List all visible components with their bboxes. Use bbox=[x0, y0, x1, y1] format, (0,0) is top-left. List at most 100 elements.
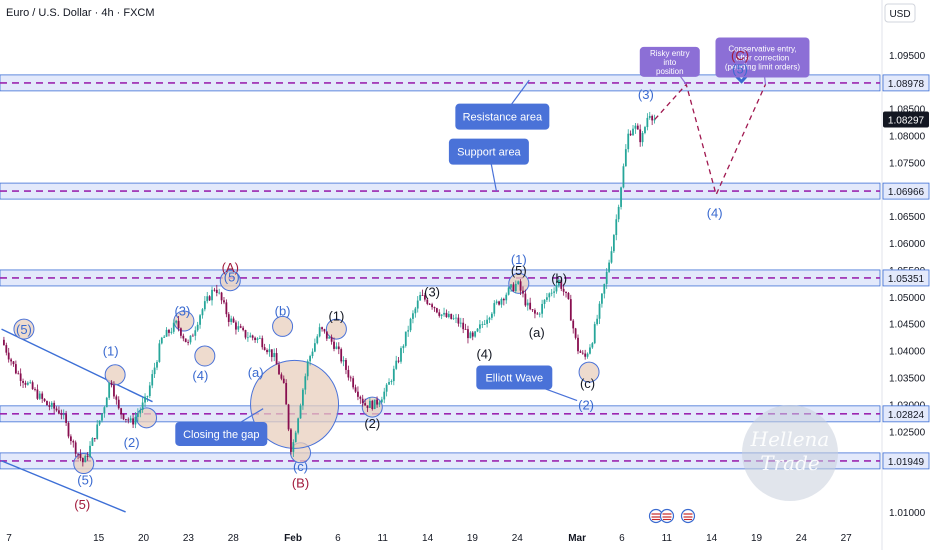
level-price-label: 1.01949 bbox=[888, 457, 925, 468]
candle-body bbox=[409, 318, 412, 331]
us-flag-icon[interactable] bbox=[659, 508, 675, 524]
wave-label: (1) bbox=[511, 252, 527, 267]
candle-body bbox=[536, 313, 539, 315]
time-tick-label: 11 bbox=[378, 533, 389, 544]
candle-body bbox=[639, 129, 642, 143]
time-tick-label: 28 bbox=[228, 533, 240, 544]
wave-label: (5) bbox=[732, 61, 748, 76]
candle-body bbox=[290, 429, 292, 452]
candle-body bbox=[337, 346, 340, 350]
candle-body bbox=[215, 289, 218, 293]
candle-body bbox=[450, 313, 453, 319]
candle-body bbox=[517, 281, 520, 284]
candle-body bbox=[361, 398, 364, 404]
candle-body bbox=[182, 335, 185, 339]
candle-body bbox=[122, 414, 125, 420]
candle-body bbox=[598, 303, 601, 319]
price-tick-label: 1.05000 bbox=[889, 293, 926, 304]
candle-body bbox=[368, 400, 371, 408]
time-tick-label: 14 bbox=[706, 533, 718, 544]
candle-body bbox=[557, 279, 560, 286]
time-tick-label: 7 bbox=[6, 533, 12, 544]
candle-body bbox=[282, 378, 285, 383]
candle-body bbox=[529, 302, 532, 310]
candle-body bbox=[101, 413, 103, 421]
price-tick-label: 1.01000 bbox=[889, 508, 926, 519]
callout-box bbox=[455, 103, 550, 130]
candle-body bbox=[41, 393, 44, 399]
candle-body bbox=[636, 125, 639, 130]
candle-body bbox=[550, 292, 553, 294]
candle-body bbox=[247, 337, 249, 339]
candle-body bbox=[490, 313, 493, 318]
candle-body bbox=[105, 397, 108, 408]
candle-body bbox=[390, 381, 393, 383]
candle-body bbox=[323, 329, 326, 332]
price-tick-label: 1.03500 bbox=[889, 373, 926, 384]
candle-body bbox=[146, 396, 149, 397]
candle-body bbox=[242, 327, 245, 331]
candle-body bbox=[421, 295, 424, 296]
candle-body bbox=[258, 338, 261, 339]
candle-body bbox=[43, 398, 46, 401]
time-axis[interactable]: 7 15 20 23 28 Feb 6 11 14 19 24 Mar 6 11 14 19 24 27 bbox=[6, 533, 852, 544]
candle-body bbox=[189, 335, 192, 343]
candle-body bbox=[139, 409, 142, 414]
candle-body bbox=[385, 384, 388, 392]
candle-body bbox=[304, 376, 307, 390]
price-tick-label: 1.08500 bbox=[889, 105, 926, 116]
level-band bbox=[0, 405, 881, 423]
wave-label: (b) bbox=[275, 303, 291, 318]
candle-body bbox=[519, 281, 522, 291]
candle-body bbox=[457, 317, 460, 324]
candle-body bbox=[55, 408, 58, 411]
callout-text: Closing the gap bbox=[183, 429, 259, 441]
candle-body bbox=[632, 128, 634, 136]
wave-labels: (5)(1)(2)(3)(4)(5)(5)(A)(5)(b)(a)(c)(B)(… bbox=[16, 48, 749, 512]
candle-body bbox=[352, 378, 355, 388]
us-flag-icon[interactable] bbox=[680, 508, 696, 524]
candle-body bbox=[127, 419, 130, 421]
candle-body bbox=[67, 422, 70, 437]
candle-body bbox=[273, 353, 276, 358]
candle-body bbox=[512, 284, 515, 292]
callout-box bbox=[448, 138, 529, 165]
candle-body bbox=[225, 302, 228, 315]
candle-body bbox=[455, 317, 457, 319]
time-tick-label: 20 bbox=[138, 533, 150, 544]
candle-body bbox=[330, 336, 333, 342]
candle-body bbox=[416, 300, 419, 309]
price-tick-label: 1.02500 bbox=[889, 427, 926, 438]
candle-body bbox=[412, 313, 414, 319]
candle-body bbox=[306, 361, 309, 377]
us-flag-icon[interactable] bbox=[648, 508, 664, 524]
candle-body bbox=[433, 307, 436, 309]
candle-body bbox=[610, 251, 613, 263]
candle-body bbox=[395, 360, 398, 369]
candle-body bbox=[223, 300, 225, 303]
wave-circle bbox=[325, 318, 347, 340]
event-flags[interactable] bbox=[648, 508, 696, 524]
candle-body bbox=[203, 301, 206, 310]
price-axis[interactable]: 1.09500 1.08500 1.08000 1.07500 1.06500 1.060… bbox=[882, 51, 930, 519]
candle-body bbox=[165, 329, 168, 337]
candle-body bbox=[297, 418, 300, 433]
price-tick-label: 1.06000 bbox=[889, 239, 926, 250]
candle-body bbox=[98, 420, 101, 425]
candle-body bbox=[522, 290, 524, 294]
trendline bbox=[1, 328, 153, 403]
candle-body bbox=[345, 360, 347, 370]
candle-body bbox=[53, 402, 56, 409]
candle-body bbox=[321, 327, 323, 330]
candle-body bbox=[136, 413, 139, 417]
candle-body bbox=[175, 320, 178, 323]
candle-body bbox=[270, 349, 273, 358]
currency-badge[interactable] bbox=[884, 3, 916, 23]
candle-body bbox=[524, 293, 527, 306]
candle-body bbox=[34, 389, 36, 390]
time-tick-label: Mar bbox=[568, 533, 586, 544]
candle-body bbox=[510, 284, 512, 288]
candle-body bbox=[93, 438, 96, 439]
candle-body bbox=[376, 399, 378, 405]
